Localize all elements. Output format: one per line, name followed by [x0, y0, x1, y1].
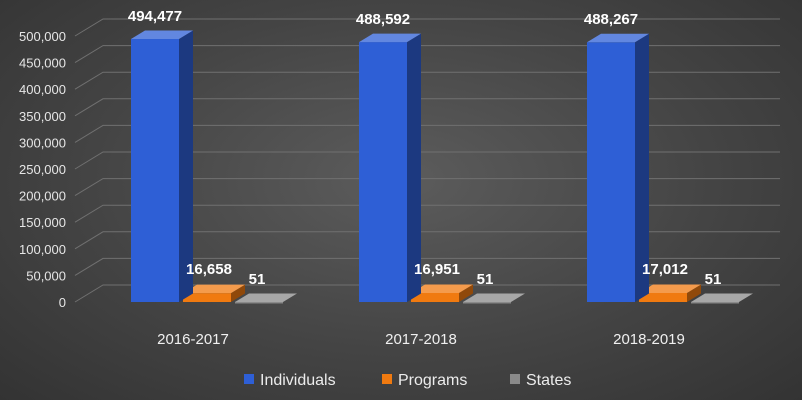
bar-side — [283, 293, 297, 302]
legend-label: Individuals — [260, 372, 336, 389]
legend-label: States — [526, 372, 571, 389]
bar-states-2017-2018 — [463, 293, 525, 304]
bar-top — [691, 293, 753, 302]
x-tick-label: 2016-2017 — [157, 331, 229, 348]
y-tick-label: 0 — [59, 295, 66, 310]
x-tick-label: 2018-2019 — [613, 331, 685, 348]
gridline — [74, 204, 780, 223]
bar-programs-2017-2018 — [411, 284, 473, 302]
bar-top — [183, 284, 245, 294]
bar-side — [459, 284, 473, 302]
y-axis: 0 50,000 100,000 150,000 200,000 250,000 300,0… — [19, 29, 66, 310]
data-labels: 494,477 16,658 51 488,592 16,951 51 488,267 17,… — [128, 8, 721, 288]
bar-top — [235, 293, 297, 302]
x-tick-label: 2017-2018 — [385, 331, 457, 348]
x-axis: 2016-2017 2017-2018 2018-2019 — [157, 331, 685, 348]
y-tick-label: 250,000 — [19, 162, 66, 177]
y-tick-label: 400,000 — [19, 82, 66, 97]
bar-side — [407, 33, 421, 302]
data-label: 51 — [705, 271, 722, 288]
y-tick-label: 150,000 — [19, 215, 66, 230]
bar-individuals-2018-2019 — [587, 33, 649, 303]
legend-swatch — [244, 374, 254, 384]
y-tick-label: 100,000 — [19, 242, 66, 257]
bar-top — [639, 284, 701, 293]
plot-area — [131, 30, 753, 304]
bar-side — [635, 33, 649, 303]
data-label: 16,658 — [186, 261, 232, 278]
legend: Individuals Programs States — [244, 372, 571, 389]
bar-front — [359, 42, 407, 302]
bar-states-2018-2019 — [691, 293, 753, 304]
legend-swatch — [382, 374, 392, 384]
y-tick-label: 50,000 — [26, 268, 66, 283]
gridline — [74, 98, 780, 117]
legend-item-programs: Programs — [382, 372, 467, 389]
y-tick-label: 200,000 — [19, 189, 66, 204]
bar-front — [235, 301, 283, 304]
bar-side — [687, 284, 701, 302]
gridline — [74, 284, 780, 303]
bar-states-2016-2017 — [235, 293, 297, 304]
bar-front — [183, 293, 231, 302]
data-label: 488,267 — [584, 11, 638, 28]
legend-item-states: States — [510, 372, 571, 389]
bar-front — [691, 301, 739, 304]
data-label: 494,477 — [128, 8, 182, 25]
gridlines — [74, 18, 780, 303]
bar-front — [131, 38, 179, 303]
bar-top — [587, 33, 649, 43]
data-label: 51 — [249, 271, 266, 288]
bar-front — [587, 42, 635, 303]
gridline — [74, 151, 780, 170]
bar-side — [739, 293, 753, 302]
legend-swatch — [510, 374, 520, 384]
gridline — [74, 257, 780, 276]
legend-item-individuals: Individuals — [244, 372, 336, 389]
gridline — [74, 71, 780, 90]
bar-top — [131, 30, 193, 39]
data-label: 488,592 — [356, 11, 410, 28]
gridline — [74, 18, 780, 37]
bar-programs-2018-2019 — [639, 284, 701, 302]
bar-individuals-2016-2017 — [131, 30, 193, 303]
data-label: 16,951 — [414, 261, 460, 278]
gridline — [74, 124, 780, 143]
gridline — [74, 231, 780, 250]
y-tick-label: 450,000 — [19, 56, 66, 71]
bar-top — [463, 293, 525, 302]
bar-side — [231, 284, 245, 302]
gridline — [74, 45, 780, 64]
bar-individuals-2017-2018 — [359, 33, 421, 302]
bar-front — [639, 292, 687, 302]
bar-front — [411, 292, 459, 302]
bar-front — [463, 301, 511, 304]
bar-side — [179, 30, 193, 303]
y-tick-label: 500,000 — [19, 29, 66, 44]
y-tick-label: 350,000 — [19, 109, 66, 124]
bar-side — [511, 293, 525, 302]
legend-label: Programs — [398, 372, 467, 389]
bar-top — [359, 33, 421, 43]
data-label: 51 — [477, 271, 494, 288]
data-label: 17,012 — [642, 261, 688, 278]
gridline — [74, 178, 780, 197]
y-tick-label: 300,000 — [19, 135, 66, 150]
bar-programs-2016-2017 — [183, 284, 245, 302]
bar-top — [411, 284, 473, 293]
